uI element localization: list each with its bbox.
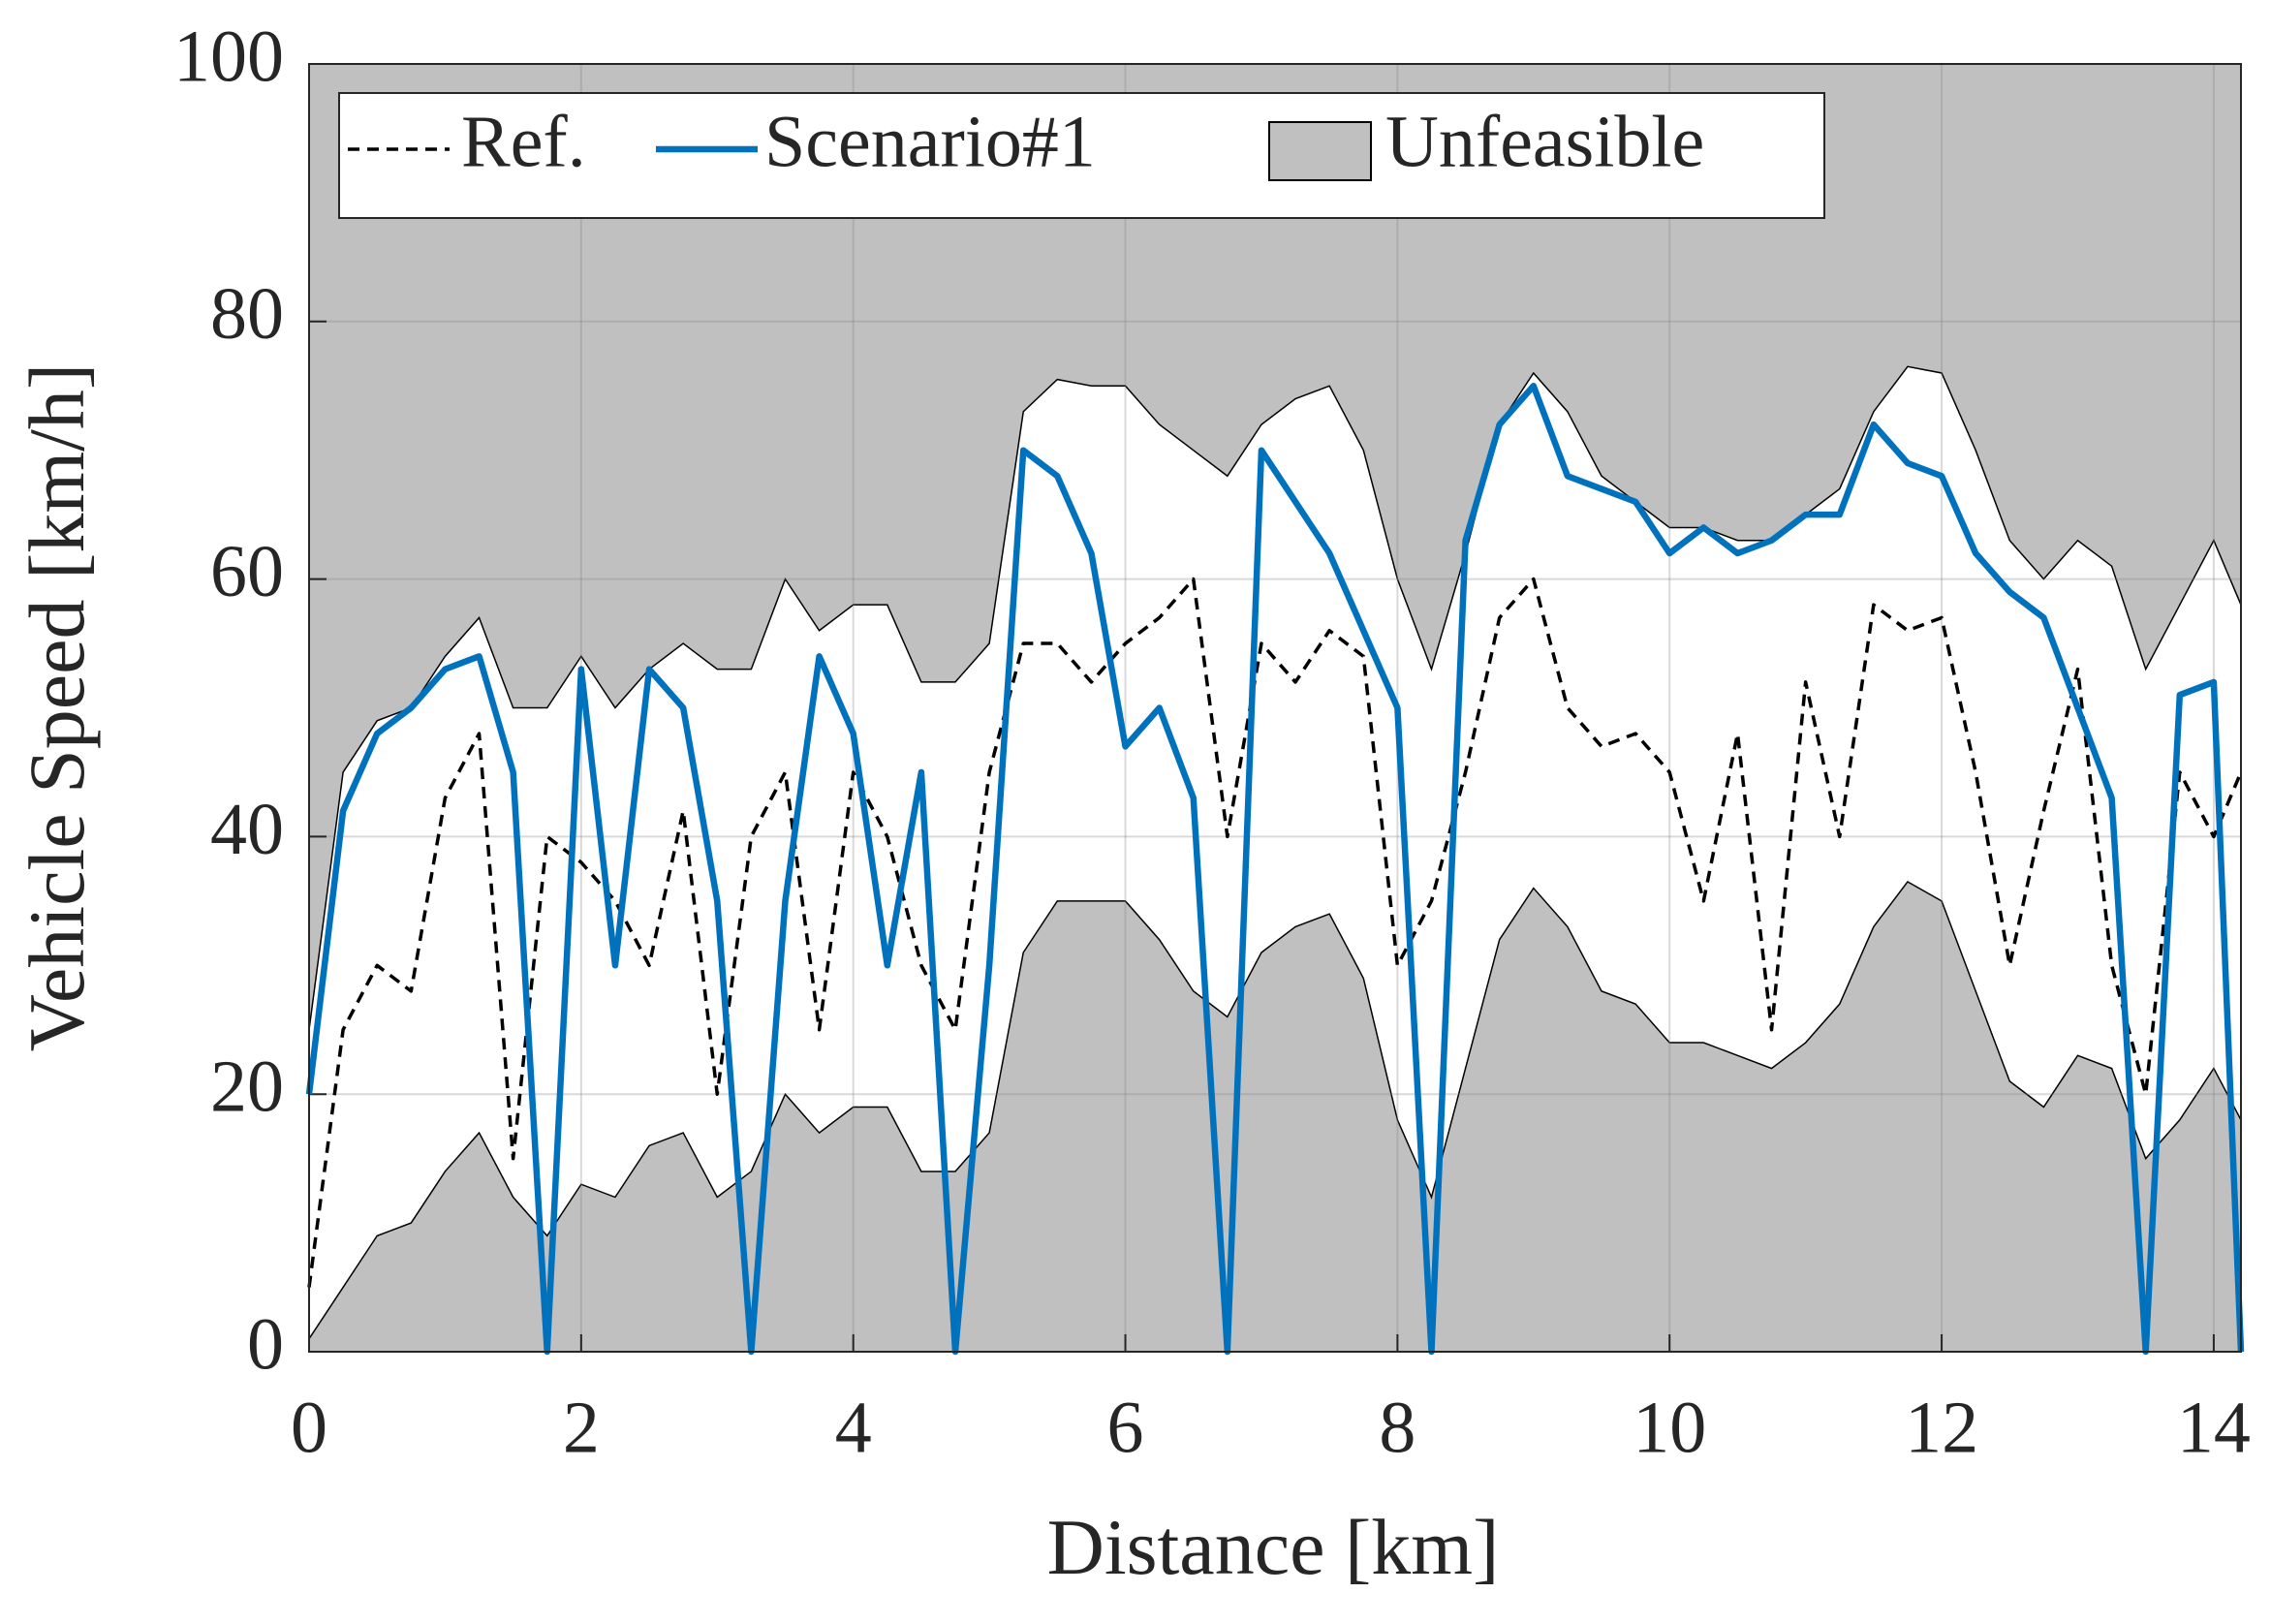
y-tick-label: 60: [210, 531, 284, 612]
x-tick-label: 6: [1107, 1387, 1144, 1468]
x-axis-label: Distance [km]: [1047, 1503, 1500, 1591]
x-tick-label: 4: [835, 1387, 872, 1468]
legend-swatch: [1268, 121, 1372, 181]
x-tick-label: 8: [1379, 1387, 1415, 1468]
y-tick-label: 100: [173, 16, 284, 97]
unfeasible-lower: [308, 880, 2242, 1353]
legend-label: Scenario#1: [764, 101, 1096, 182]
series-line: [305, 383, 2245, 1356]
legend-box: [338, 92, 1825, 219]
y-tick-label: 20: [210, 1046, 284, 1128]
y-tick-label: 80: [210, 273, 284, 355]
x-tick-label: 0: [291, 1387, 327, 1468]
y-tick-label: 40: [210, 789, 284, 870]
y-tick-label: 0: [247, 1303, 284, 1385]
x-tick-label: 12: [1905, 1387, 1978, 1468]
x-tick-label: 2: [563, 1387, 600, 1468]
legend-label: Unfeasible: [1385, 101, 1704, 182]
x-tick-label: 10: [1633, 1387, 1706, 1468]
y-axis-label: Vehicle Speed [km/h]: [13, 363, 101, 1051]
legend-label: Ref.: [461, 101, 586, 182]
x-tick-label: 14: [2177, 1387, 2251, 1468]
axes-box: [308, 63, 2242, 1353]
